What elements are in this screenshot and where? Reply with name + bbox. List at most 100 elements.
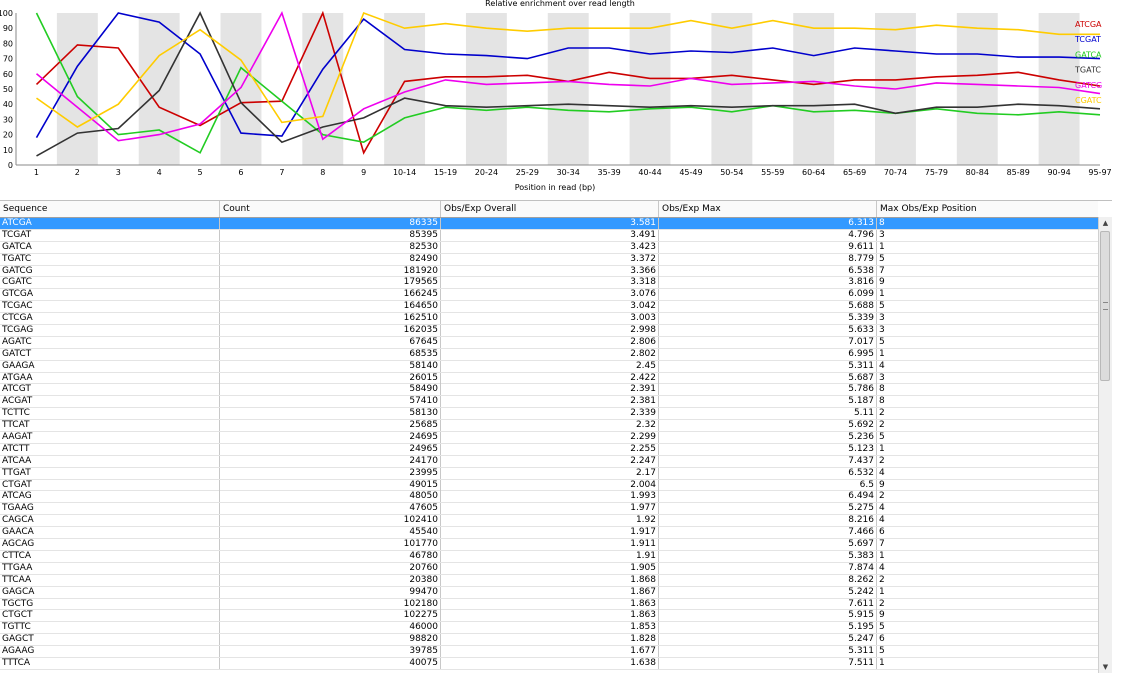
scroll-up-arrow-icon[interactable]: ▲: [1102, 219, 1109, 227]
cell-obs-exp-overall: 3.318: [441, 277, 659, 289]
table-row[interactable]: TGAAG 47605 1.977 5.275 4: [0, 503, 1098, 516]
cell-max-position: 1: [879, 289, 885, 300]
table-row[interactable]: AAGAT 24695 2.299 5.236 5: [0, 432, 1098, 444]
cell-obs-exp-max: 5.692: [659, 420, 877, 432]
cell-max-position: 9: [879, 277, 885, 288]
cell-count: 85395: [220, 229, 441, 241]
cell-max-position: 8: [879, 396, 885, 407]
y-tick-label: 80: [3, 39, 13, 48]
x-tick-label: 10-14: [393, 168, 416, 177]
table-row[interactable]: AGATC 67645 2.806 7.017 5: [0, 336, 1098, 349]
enrichment-line-chart: Relative enrichment over read length 010…: [0, 0, 1112, 192]
table-row[interactable]: GAACA 45540 1.917 7.466 6: [0, 527, 1098, 540]
table-row[interactable]: ATCGA 86335 3.581 6.313 8: [0, 218, 1098, 230]
table-row[interactable]: CTGAT 49015 2.004 6.5 9: [0, 479, 1098, 492]
column-header-max-position[interactable]: Max Obs/Exp Position: [880, 204, 977, 214]
series-line-gatca: [35, 12, 1101, 154]
cell-obs-exp-overall: 1.867: [441, 586, 659, 598]
column-header-obs-exp-max[interactable]: Obs/Exp Max: [659, 201, 877, 217]
x-tick-label: 1: [34, 168, 39, 177]
cell-count: 102410: [220, 515, 441, 527]
table-row[interactable]: ATCGT 58490 2.391 5.786 8: [0, 384, 1098, 397]
cell-max-position: 3: [879, 372, 885, 383]
y-axis: 0 10 20 30 40 50 60 70 80 90 100: [0, 9, 13, 170]
table-row[interactable]: TTGAA 20760 1.905 7.874 4: [0, 562, 1098, 575]
x-tick-label: 30-34: [557, 168, 580, 177]
cell-obs-exp-overall: 2.806: [441, 336, 659, 348]
table-row[interactable]: CTGCT 102275 1.863 5.915 9: [0, 610, 1098, 623]
table-row[interactable]: CTTCA 46780 1.91 5.383 1: [0, 550, 1098, 563]
cell-obs-exp-overall: 2.299: [441, 432, 659, 444]
x-tick-label: 40-44: [638, 168, 661, 177]
table-body: ATCGA 86335 3.581 6.313 8 TCGAT 85395 3.491 4.79…: [0, 218, 1098, 670]
table-row[interactable]: TCGAG 162035 2.998 5.633 3: [0, 325, 1098, 337]
cell-max-position: 7: [879, 265, 885, 276]
column-header-count[interactable]: Count: [220, 201, 441, 217]
cell-count: 20380: [220, 574, 441, 586]
table-row[interactable]: TTGAT 23995 2.17 6.532 4: [0, 467, 1098, 480]
cell-count: 47605: [220, 503, 441, 515]
cell-max-position: 4: [879, 467, 885, 478]
cell-sequence: CTTCA: [0, 550, 220, 562]
chart-series: [35, 10, 1101, 157]
table-row[interactable]: TTCAA 20380 1.868 8.262 2: [0, 574, 1098, 587]
table-row[interactable]: ATGAA 26015 2.422 5.687 3: [0, 372, 1098, 385]
table-row[interactable]: GAAGA 58140 2.45 5.311 4: [0, 360, 1098, 373]
table-row[interactable]: GATCA 82530 3.423 9.611 1: [0, 241, 1098, 254]
cell-max-position: 1: [879, 586, 885, 597]
cell-count: 48050: [220, 491, 441, 503]
table-row[interactable]: AGAAG 39785 1.677 5.311 5: [0, 646, 1098, 658]
cell-max-position: 5: [879, 336, 885, 347]
cell-sequence: AGAAG: [0, 646, 220, 658]
table-row[interactable]: ACGAT 57410 2.381 5.187 8: [0, 396, 1098, 409]
table-row[interactable]: TGCTG 102180 1.863 7.611 2: [0, 598, 1098, 611]
y-tick-label: 50: [3, 85, 13, 94]
cell-max-position: 9: [879, 479, 885, 490]
x-tick-label: 5: [198, 168, 203, 177]
cell-obs-exp-max: 5.311: [659, 360, 877, 372]
table-row[interactable]: TGATC 82490 3.372 8.779 5: [0, 253, 1098, 266]
cell-obs-exp-overall: 2.32: [441, 420, 659, 432]
table-row[interactable]: AGCAG 101770 1.911 5.697 7: [0, 539, 1098, 551]
table-row[interactable]: TCTTC 58130 2.339 5.11 2: [0, 408, 1098, 421]
cell-obs-exp-overall: 3.423: [441, 241, 659, 253]
table-row[interactable]: ATCTT 24965 2.255 5.123 1: [0, 443, 1098, 456]
cell-obs-exp-max: 6.313: [659, 218, 877, 229]
table-row[interactable]: GATCG 181920 3.366 6.538 7: [0, 265, 1098, 278]
table-row[interactable]: TCGAT 85395 3.491 4.796 3: [0, 229, 1098, 242]
cell-max-position: 7: [879, 539, 885, 550]
column-header-sequence[interactable]: Sequence: [0, 201, 220, 217]
legend-entry-tgatc: TGATC: [1074, 66, 1101, 75]
x-tick-label: 15-19: [434, 168, 457, 177]
vertical-scrollbar[interactable]: ▲ ▼: [1098, 217, 1112, 673]
cell-obs-exp-overall: 2.802: [441, 348, 659, 360]
y-tick-label: 20: [3, 131, 13, 140]
x-tick-label: 80-84: [966, 168, 989, 177]
cell-obs-exp-max: 5.687: [659, 372, 877, 384]
table-row[interactable]: TCGAC 164650 3.042 5.688 5: [0, 301, 1098, 314]
cell-obs-exp-overall: 1.91: [441, 550, 659, 562]
table-row[interactable]: ATCAA 24170 2.247 7.437 2: [0, 455, 1098, 468]
table-row[interactable]: ATCAG 48050 1.993 6.494 2: [0, 491, 1098, 504]
cell-obs-exp-overall: 2.339: [441, 408, 659, 420]
table-row[interactable]: TGTTC 46000 1.853 5.195 5: [0, 622, 1098, 635]
table-row[interactable]: GAGCT 98820 1.828 5.247 6: [0, 634, 1098, 647]
scrollbar-thumb[interactable]: [1100, 231, 1110, 381]
table-row[interactable]: TTCAT 25685 2.32 5.692 2: [0, 420, 1098, 433]
table-row[interactable]: TTTCA 40075 1.638 7.511 1: [0, 657, 1098, 670]
table-row[interactable]: GTCGA 166245 3.076 6.099 1: [0, 289, 1098, 302]
table-row[interactable]: GAGCA 99470 1.867 5.242 1: [0, 586, 1098, 599]
cell-sequence: GAGCT: [0, 634, 220, 646]
cell-sequence: TCGAT: [0, 229, 220, 241]
scroll-down-arrow-icon[interactable]: ▼: [1102, 663, 1109, 671]
column-header-obs-exp-overall[interactable]: Obs/Exp Overall: [441, 201, 659, 217]
table-row[interactable]: CAGCA 102410 1.92 8.216 4: [0, 515, 1098, 528]
table-row[interactable]: CGATC 179565 3.318 3.816 9: [0, 277, 1098, 290]
cell-count: 102275: [220, 610, 441, 622]
cell-obs-exp-overall: 2.391: [441, 384, 659, 396]
table-row[interactable]: GATCT 68535 2.802 6.995 1: [0, 348, 1098, 361]
table-row[interactable]: CTCGA 162510 3.003 5.339 3: [0, 313, 1098, 326]
cell-max-position: 1: [879, 443, 885, 454]
cell-sequence: AGCAG: [0, 539, 220, 551]
cell-obs-exp-max: 7.874: [659, 562, 877, 574]
